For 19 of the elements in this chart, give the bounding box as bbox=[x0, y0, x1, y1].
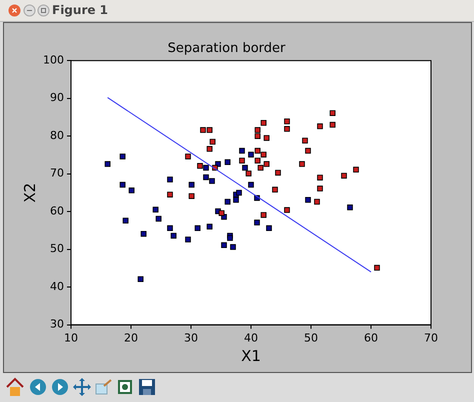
chart-title: Separation border bbox=[168, 41, 286, 56]
y-tick-label: 40 bbox=[50, 280, 64, 293]
x-tick-label: 60 bbox=[364, 331, 378, 344]
y-tick-label: 70 bbox=[50, 166, 64, 180]
x-tick-label: 30 bbox=[184, 331, 198, 344]
x-axis-title: X1 bbox=[241, 346, 261, 365]
y-tick-label: 100 bbox=[42, 53, 64, 66]
x-tick-label: 70 bbox=[424, 331, 438, 344]
x-tick-label: 20 bbox=[124, 331, 138, 344]
caption: Figure 1 bbox=[52, 3, 108, 17]
y-tick-label: 90 bbox=[50, 91, 64, 104]
y-tick-label: 30 bbox=[50, 318, 64, 331]
y-tick-label: 50 bbox=[50, 242, 64, 256]
y-axis-title: X2 bbox=[20, 182, 39, 203]
x-tick-label: 10 bbox=[64, 331, 78, 344]
x-tick-label: 40 bbox=[244, 331, 258, 344]
x-tick-label: 50 bbox=[304, 331, 318, 344]
y-tick-label: 60 bbox=[50, 204, 64, 218]
y-tick-label: 80 bbox=[50, 128, 64, 142]
